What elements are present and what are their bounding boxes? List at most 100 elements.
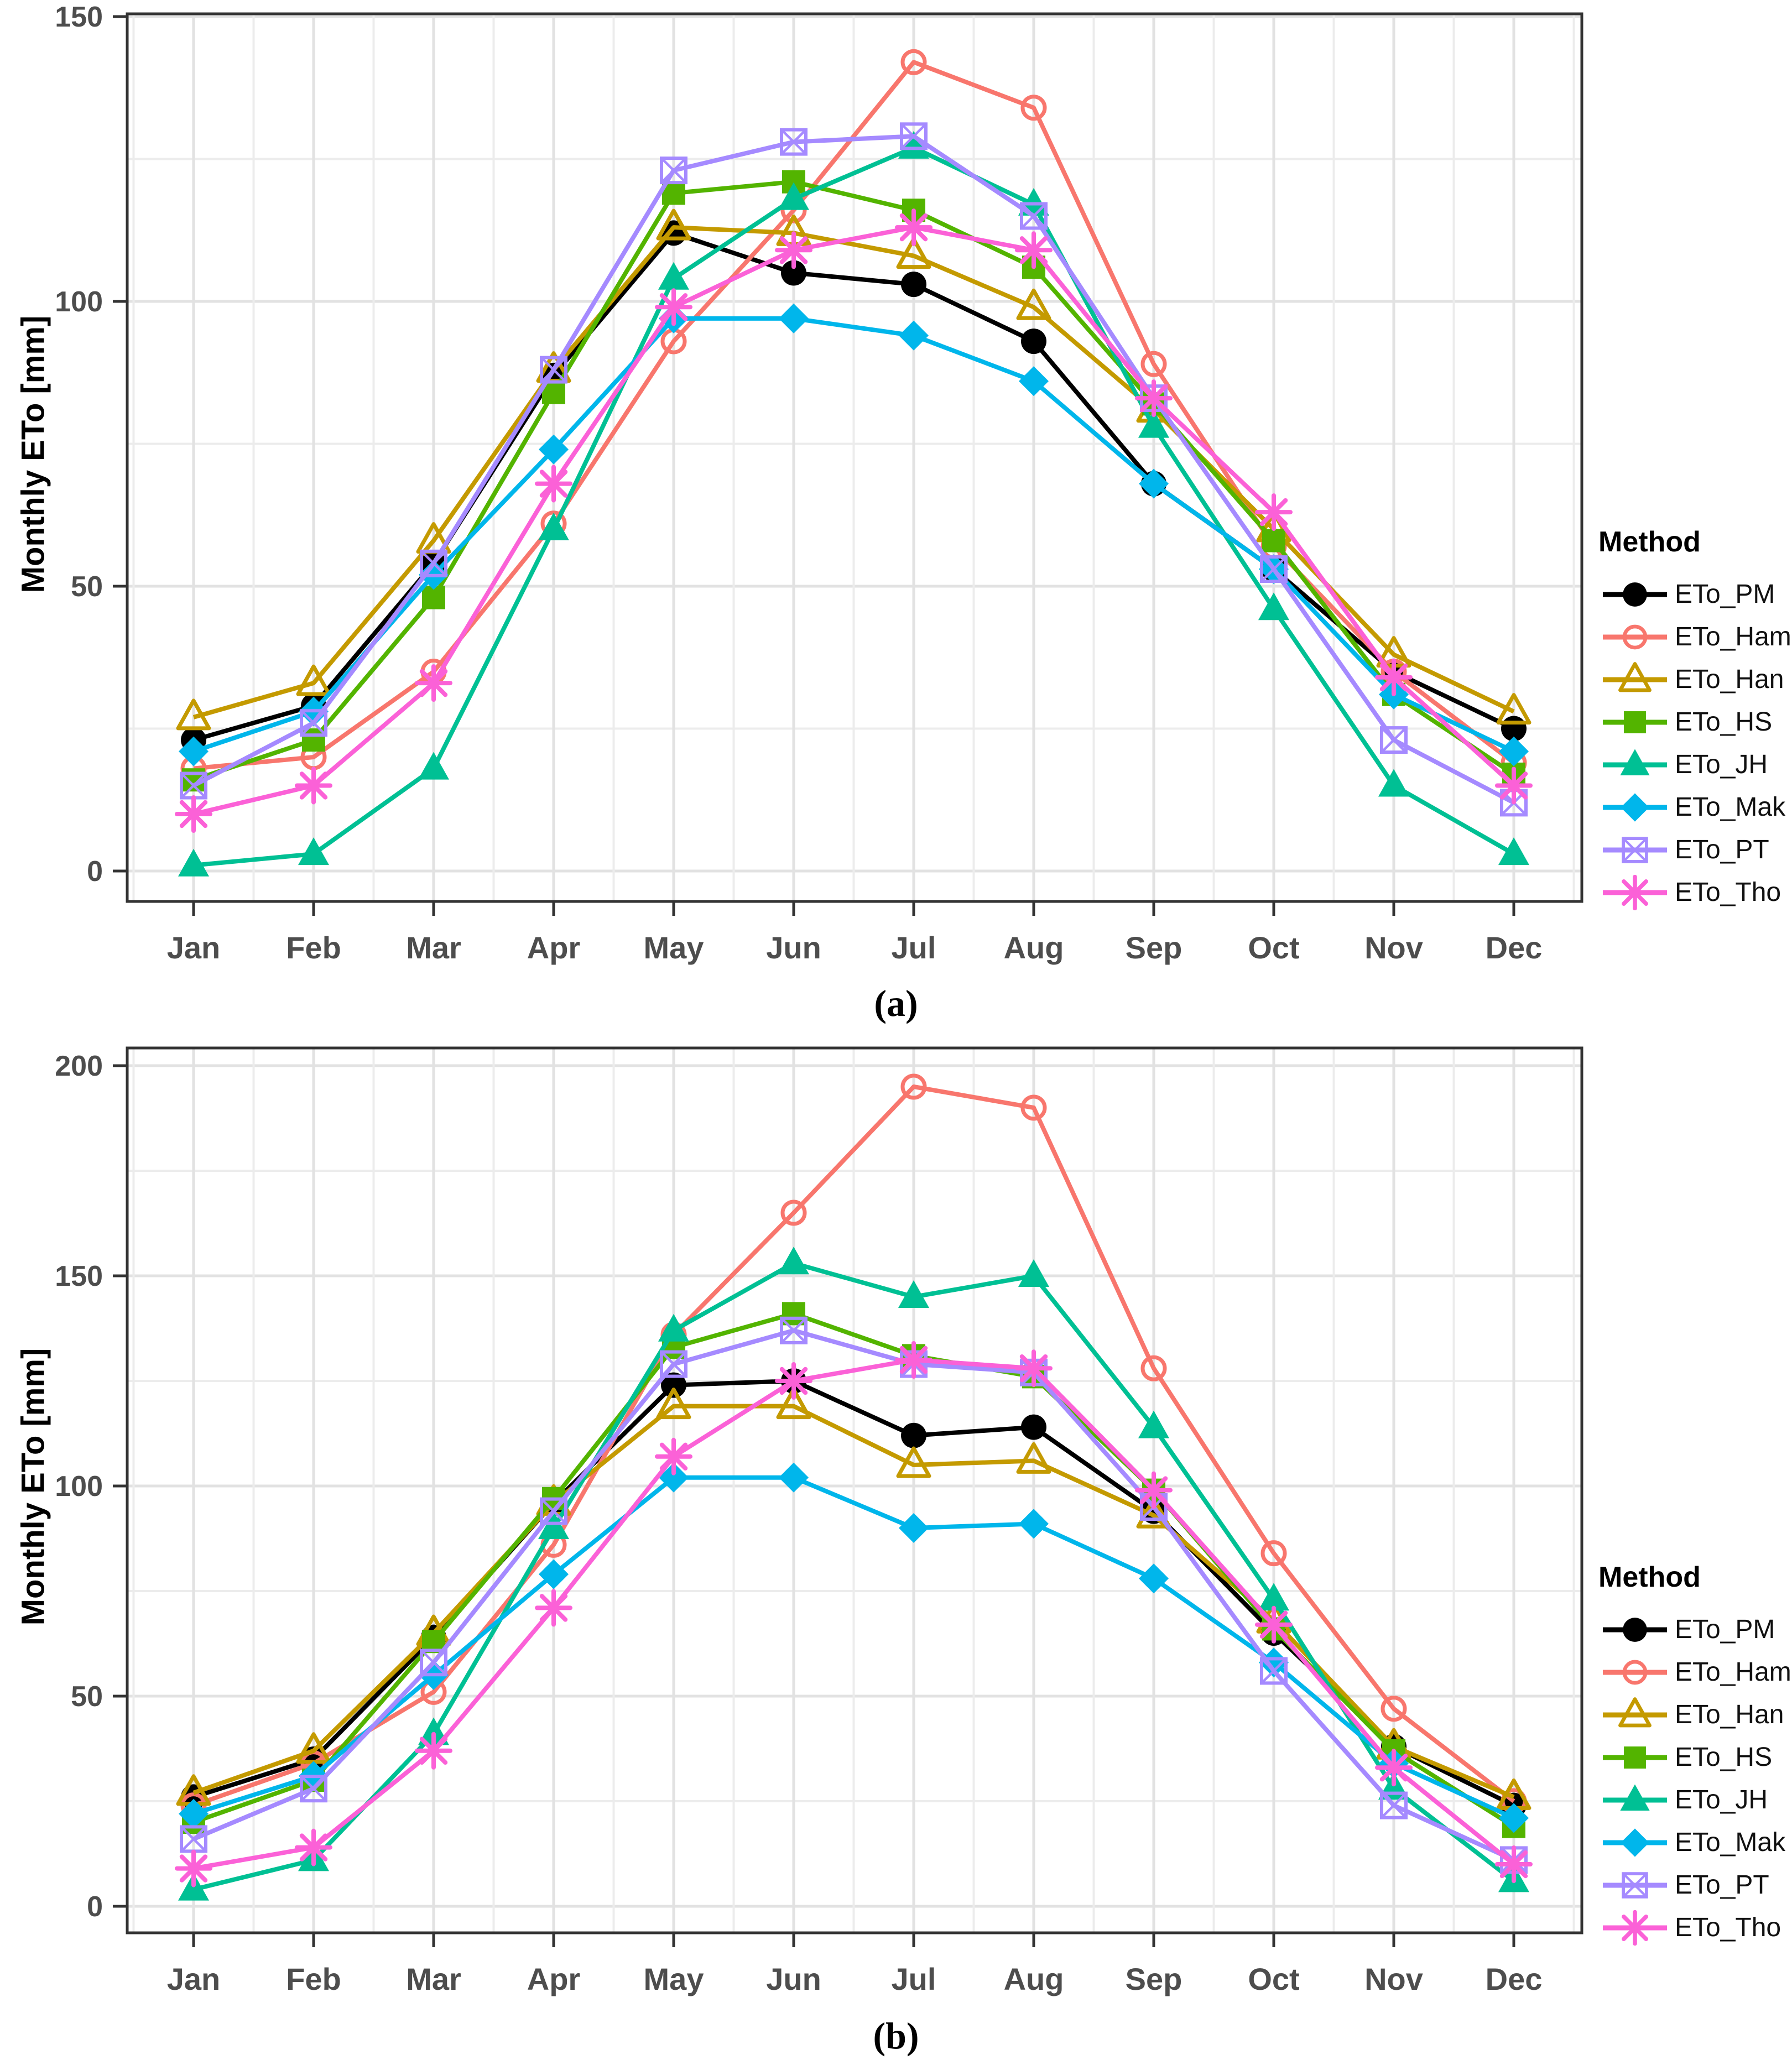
marker-ETo_PM-Jul (901, 1422, 926, 1448)
legend-glyph-asterisk (1603, 1910, 1667, 1946)
marker-ETo_PT-Jun (780, 1316, 808, 1344)
y-tick-label-0: 0 (87, 856, 103, 888)
marker-ETo_Tho-Dec (1495, 766, 1533, 805)
marker-ETo_JH-Jan (178, 848, 209, 877)
legend-label: ETo_Tho (1675, 878, 1781, 907)
marker-ETo_JH-Jul (898, 1280, 929, 1308)
x-tick-label-Aug: Aug (1004, 930, 1064, 965)
x-tick-label-May: May (644, 930, 704, 965)
marker-ETo_PT-Oct (1260, 1657, 1288, 1685)
marker-ETo_Tho-Nov (1375, 1749, 1413, 1787)
marker-ETo_PT-Mar (420, 549, 447, 577)
legend-item-ETo_PM: ETo_PM (1598, 1608, 1792, 1651)
marker-ETo_JH-Oct (1258, 592, 1289, 620)
legend-marker-ETo_JH (1620, 1784, 1650, 1811)
legend-label: ETo_Han (1675, 665, 1784, 694)
marker-ETo_Ham-Jul (900, 1073, 927, 1100)
legend-item-ETo_Ham: ETo_Ham (1598, 616, 1792, 658)
marker-ETo_PT-May (660, 157, 687, 185)
marker-ETo_Mak-Dec (1499, 736, 1529, 766)
legend-item-ETo_PT: ETo_PT (1598, 1864, 1792, 1906)
x-tick-label-Jan: Jan (167, 1962, 221, 1996)
x-tick-label-Jan: Jan (167, 930, 221, 965)
y-tick-label-50: 50 (71, 571, 103, 603)
marker-ETo_Mak-Oct (1259, 1647, 1289, 1678)
legend-label: ETo_Ham (1675, 622, 1791, 651)
x-tick-label-Feb: Feb (286, 930, 341, 965)
marker-ETo_PM-Aug (1021, 1414, 1046, 1440)
marker-ETo_Tho-Aug (1015, 1349, 1053, 1388)
series-ETo_PT (180, 122, 1528, 817)
marker-ETo_HS-Oct (1262, 529, 1285, 552)
legend-marker-ETo_HS (1624, 1746, 1646, 1769)
panel-border (126, 1046, 1583, 1934)
x-tick-label-May: May (644, 1962, 704, 1996)
marker-ETo_JH-Nov (1378, 769, 1409, 797)
marker-ETo_JH-Jun (778, 1247, 809, 1275)
legend-glyph-open-triangle (1603, 661, 1667, 692)
legend-label: ETo_Han (1675, 1700, 1784, 1729)
series-line-ETo_JH (193, 145, 1515, 868)
legend-marker-ETo_Tho (1617, 874, 1653, 910)
legend-item-ETo_HS: ETo_HS (1598, 1736, 1792, 1779)
legend-item-ETo_PT: ETo_PT (1598, 828, 1792, 871)
marker-ETo_Ham-Jul (900, 49, 927, 75)
legend-marker-ETo_Mak (1621, 792, 1649, 822)
marker-ETo_PT-Oct (1260, 555, 1288, 583)
marker-ETo_Han-May (656, 208, 691, 241)
x-tick-label-Sep: Sep (1126, 1962, 1182, 1996)
marker-ETo_Mak-Jul (899, 320, 929, 351)
marker-ETo_Ham-Sep (1140, 351, 1167, 377)
y-tick-label-100: 100 (55, 286, 103, 318)
legend-label: ETo_JH (1675, 750, 1768, 779)
x-tick-label-Feb: Feb (286, 1962, 341, 1996)
legend-glyph-box-x (1603, 1871, 1667, 1899)
marker-ETo_Ham-Aug (1020, 1094, 1047, 1121)
marker-ETo_PT-Apr (540, 1497, 567, 1525)
x-tick-label-Apr: Apr (527, 1962, 580, 1996)
legend-item-ETo_Tho: ETo_Tho (1598, 871, 1792, 914)
series-ETo_Tho (175, 1341, 1533, 1887)
marker-ETo_Ham-Oct (1260, 1540, 1287, 1567)
marker-ETo_Ham-Aug (1020, 95, 1047, 121)
x-tick-label-Mar: Mar (406, 1962, 461, 1996)
legend-item-ETo_Mak: ETo_Mak (1598, 786, 1792, 828)
legend-items: ETo_PM ETo_Ham ETo_Han ETo_HS ETo_JH ETo_Mak E… (1598, 573, 1792, 914)
marker-ETo_JH-Oct (1258, 1583, 1289, 1611)
marker-ETo_PT-May (660, 1350, 687, 1378)
marker-ETo_PM-May (661, 1372, 686, 1398)
marker-ETo_JH-Dec (1498, 837, 1529, 865)
marker-ETo_PT-Nov (1380, 726, 1408, 754)
legend-label: ETo_PT (1675, 835, 1769, 864)
legend-title: Method (1598, 526, 1701, 558)
series-ETo_PT (180, 1316, 1528, 1874)
legend-items: ETo_PM ETo_Ham ETo_Han ETo_HS ETo_JH ETo_Mak E… (1598, 1608, 1792, 1949)
y-axis-title-panel-a: Monthly ETo [mm] (15, 315, 51, 593)
series-line-ETo_Han (192, 225, 1515, 719)
marker-ETo_Tho-Feb (295, 766, 332, 805)
legend-label: ETo_JH (1675, 1785, 1768, 1814)
series-line-ETo_Mak (192, 1475, 1515, 1821)
legend-glyph-filled-circle (1603, 1617, 1667, 1642)
marker-ETo_JH-May (658, 262, 689, 290)
marker-ETo_PT-Nov (1380, 1791, 1408, 1819)
x-tick-label-Oct: Oct (1248, 1962, 1299, 1996)
marker-ETo_Mak-Jul (899, 1513, 929, 1543)
marker-ETo_Han-Dec (1496, 693, 1531, 725)
marker-ETo_Mak-Apr (539, 1559, 569, 1589)
marker-ETo_JH-Apr (538, 513, 569, 540)
x-tick-label-Dec: Dec (1486, 1962, 1543, 1996)
marker-ETo_PM-Aug (1021, 328, 1046, 354)
marker-ETo_Mak-Dec (1499, 1803, 1529, 1833)
panel-a: 0 50 100 150 Jan Feb Mar Apr May Jun Jul Aug Sep Oct N… (55, 1, 1583, 965)
marker-ETo_JH-Apr (538, 1511, 569, 1539)
marker-ETo_Tho-Jan (175, 795, 212, 833)
marker-ETo_Han-Aug (1016, 288, 1051, 320)
marker-ETo_PT-Feb (300, 1775, 327, 1803)
series-ETo_JH (178, 131, 1529, 877)
marker-ETo_Tho-Dec (1495, 1845, 1533, 1883)
series-line-ETo_JH (193, 1261, 1515, 1892)
marker-ETo_Mak-Apr (539, 434, 569, 465)
marker-ETo_Tho-Sep (1135, 1471, 1173, 1509)
